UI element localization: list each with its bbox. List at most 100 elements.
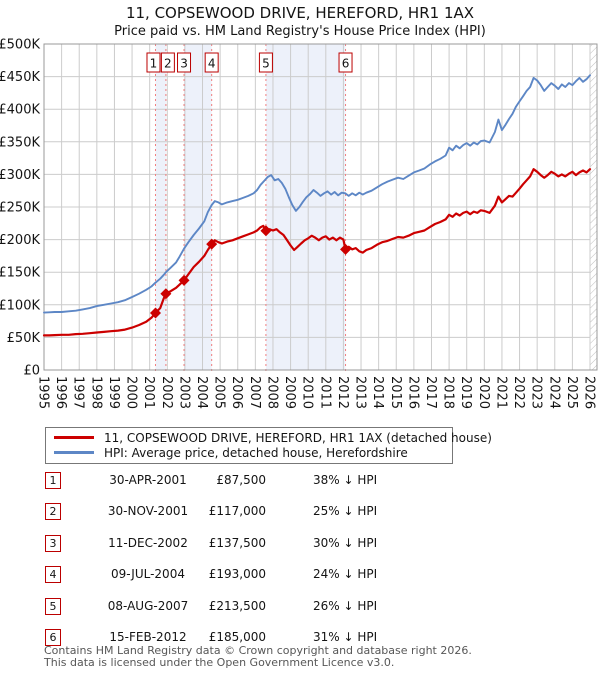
- marker-number-box: [160, 52, 175, 73]
- x-axis-tick-label: 1996: [53, 376, 68, 409]
- transaction-price: £193,000: [208, 567, 266, 582]
- footer-line-2: This data is licensed under the Open Gov…: [44, 655, 395, 669]
- transaction-vs-hpi: 24% ↓ HPI: [313, 567, 378, 582]
- x-axis-tick-label: 2009: [282, 376, 297, 409]
- x-axis-tick-label: 2022: [511, 376, 526, 409]
- x-axis-tick-label: 2024: [546, 376, 561, 409]
- x-axis-tick-label: 2025: [564, 376, 579, 409]
- transaction-number-badge: 5: [45, 597, 61, 615]
- transaction-price: £117,000: [208, 504, 266, 519]
- y-axis-tick-label: £50K: [7, 331, 41, 346]
- transaction-price: £213,500: [208, 598, 266, 613]
- x-axis-tick-label: 2004: [194, 376, 209, 409]
- chart-legend: 11, COPSEWOOD DRIVE, HEREFORD, HR1 1AX (…: [45, 427, 492, 464]
- x-axis-tick-label: 2014: [370, 376, 385, 409]
- x-axis-tick-label: 2017: [423, 376, 438, 409]
- page-title: 11, COPSEWOOD DRIVE, HEREFORD, HR1 1AX: [125, 4, 475, 22]
- legend-label: 11, COPSEWOOD DRIVE, HEREFORD, HR1 1AX (…: [104, 430, 492, 445]
- marker-number-box: [146, 52, 161, 73]
- x-axis-tick-label: 2005: [212, 376, 227, 409]
- y-axis-tick-label: £350K: [0, 135, 40, 150]
- transaction-date: 15-FEB-2012: [109, 630, 187, 644]
- hpi-line: [43, 74, 591, 314]
- transaction-price: £87,500: [216, 473, 266, 487]
- transaction-date: 08-AUG-2007: [107, 598, 189, 613]
- x-axis-tick-label: 2001: [141, 376, 156, 409]
- legend-row-hpi: HPI: Average price, detached house, Here…: [52, 445, 452, 460]
- marker-number-label: 4: [208, 57, 216, 71]
- transaction-price: £137,500: [208, 535, 266, 550]
- x-axis-tick-label: 2011: [317, 376, 332, 409]
- transaction-number-badge: 3: [45, 534, 61, 552]
- transaction-diamond-marker: [260, 225, 272, 237]
- y-axis-tick-label: £300K: [0, 168, 40, 183]
- x-axis-tick-label: 2000: [124, 376, 139, 409]
- transaction-diamond-marker: [206, 238, 218, 250]
- transaction-row: 3 11-DEC-2002 £137,500 30% ↓ HPI: [40, 534, 580, 553]
- page-subtitle: Price paid vs. HM Land Registry's House …: [114, 24, 486, 39]
- transaction-vs-hpi: 25% ↓ HPI: [313, 504, 378, 519]
- x-axis-tick-label: 1998: [88, 376, 103, 409]
- x-axis-tick-label: 2013: [353, 376, 368, 409]
- price-paid-line: [42, 168, 592, 337]
- y-axis-tick-label: £450K: [0, 70, 40, 85]
- x-axis-tick-label: 2007: [247, 376, 262, 409]
- footer-line-1: Contains HM Land Registry data © Crown c…: [44, 644, 472, 657]
- transaction-vs-hpi: 26% ↓ HPI: [313, 598, 378, 613]
- x-axis-tick-label: 2021: [493, 376, 508, 409]
- marker-number-label: 3: [180, 57, 188, 71]
- price-history-chart: 1 2 3 4 5 6 £0 £50K £100K £150K £200K £250K £300K £35…: [0, 38, 598, 409]
- legend-row-price-paid: 11, COPSEWOOD DRIVE, HEREFORD, HR1 1AX (…: [52, 430, 492, 445]
- transaction-row: 1 30-APR-2001 £87,500 38% ↓ HPI: [40, 472, 580, 490]
- y-axis-tick-label: £200K: [0, 233, 40, 248]
- transaction-diamond-marker: [160, 288, 172, 300]
- transaction-number-badge: 6: [45, 629, 61, 646]
- transaction-date: 30-APR-2001: [109, 473, 187, 487]
- x-axis-tick-label: 2003: [176, 376, 191, 409]
- transaction-number-badge: 4: [45, 566, 61, 584]
- x-axis-tick-label: 2008: [264, 376, 279, 409]
- x-axis-tick-label: 1997: [71, 376, 86, 409]
- x-axis-tick-label: 2023: [529, 376, 544, 409]
- x-axis-tick-label: 2006: [229, 376, 244, 409]
- marker-number-label: 1: [150, 57, 158, 71]
- transaction-vs-hpi: 38% ↓ HPI: [313, 473, 378, 487]
- x-axis-tick-label: 2012: [335, 376, 350, 409]
- x-axis-tick-label: 2010: [300, 376, 315, 409]
- marker-number-label: 2: [164, 57, 172, 71]
- marker-number-box: [338, 52, 353, 73]
- y-axis-tick-label: £0: [23, 364, 40, 379]
- x-axis-tick-label: 2018: [441, 376, 456, 409]
- x-axis-tick-label: 2026: [582, 376, 597, 409]
- transaction-date: 30-NOV-2001: [107, 504, 189, 519]
- transaction-row: 2 30-NOV-2001 £117,000 25% ↓ HPI: [40, 503, 580, 521]
- transaction-price: £185,000: [208, 630, 266, 644]
- y-axis-tick-label: £100K: [0, 298, 40, 313]
- marker-number-box: [177, 52, 192, 73]
- marker-number-label: 6: [342, 57, 350, 71]
- y-axis-tick-label: £250K: [0, 201, 40, 216]
- transaction-row: 5 08-AUG-2007 £213,500 26% ↓ HPI: [40, 597, 580, 616]
- x-axis-tick-label: 2016: [405, 376, 420, 409]
- transaction-diamond-marker: [178, 274, 190, 286]
- transactions-table: 1 30-APR-2001 £87,500 38% ↓ HPI 2 30-NOV-2001…: [40, 466, 580, 651]
- legend-line-swatch: [54, 451, 94, 454]
- legend-label: HPI: Average price, detached house, Here…: [104, 445, 408, 460]
- x-axis-tick-label: 2015: [388, 376, 403, 409]
- transaction-number-badge: 1: [45, 472, 61, 489]
- transaction-row: 6 15-FEB-2012 £185,000 31% ↓ HPI: [40, 629, 580, 647]
- y-axis-tick-label: £500K: [0, 38, 40, 53]
- transaction-date: 09-JUL-2004: [111, 567, 185, 582]
- transaction-vs-hpi: 30% ↓ HPI: [313, 535, 378, 550]
- x-axis-tick-label: 2020: [476, 376, 491, 409]
- x-axis-tick-label: 2002: [159, 376, 174, 409]
- plot-border: [43, 43, 598, 371]
- transaction-vs-hpi: 31% ↓ HPI: [313, 630, 378, 644]
- transaction-diamond-marker: [340, 243, 352, 255]
- transaction-number-badge: 2: [45, 503, 61, 521]
- y-axis-tick-label: £150K: [0, 266, 40, 281]
- marker-number-box: [258, 52, 273, 73]
- x-axis-tick-label: 1999: [106, 376, 121, 409]
- license-footer: Contains HM Land Registry data © Crown c…: [44, 645, 584, 668]
